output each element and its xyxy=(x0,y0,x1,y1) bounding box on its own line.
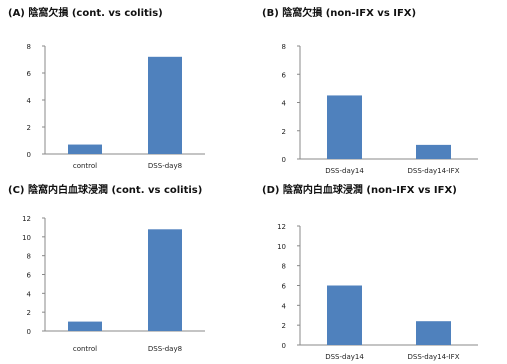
y-tick-label: 0 xyxy=(282,342,286,350)
bar xyxy=(327,95,362,159)
y-tick-label: 6 xyxy=(282,71,287,79)
chart-title: (C) 陰窩内白血球浸潤 (cont. vs colitis) xyxy=(8,185,203,196)
y-tick-label: 0 xyxy=(27,151,31,159)
bar xyxy=(68,144,102,154)
bar xyxy=(68,321,102,331)
chart-title: (B) 陰窩欠損 (non-IFX vs IFX) xyxy=(262,8,417,19)
y-tick-label: 4 xyxy=(27,97,32,105)
y-tick-label: 2 xyxy=(282,128,286,136)
chart-title: (A) 陰窩欠損 (cont. vs colitis) xyxy=(8,8,163,19)
x-tick-label: DSS-day14-IFX xyxy=(408,353,460,361)
y-tick-label: 2 xyxy=(27,309,31,317)
y-tick-label: 4 xyxy=(27,290,32,298)
y-tick-label: 12 xyxy=(277,223,286,231)
y-tick-label: 8 xyxy=(27,43,31,51)
y-tick-label: 0 xyxy=(282,156,286,164)
chart-title: (D) 陰窩内白血球浸潤 (non-IFX vs IFX) xyxy=(262,185,457,196)
x-tick-label: control xyxy=(73,345,97,353)
y-tick-label: 0 xyxy=(27,328,31,336)
bar xyxy=(327,285,362,345)
x-tick-label: DSS-day8 xyxy=(148,162,182,170)
y-tick-label: 2 xyxy=(27,124,31,132)
x-tick-label: control xyxy=(73,162,97,170)
bar xyxy=(416,144,451,159)
y-tick-label: 8 xyxy=(282,263,286,271)
y-tick-label: 4 xyxy=(282,302,287,310)
y-tick-label: 6 xyxy=(282,283,287,291)
y-tick-label: 12 xyxy=(22,215,31,223)
y-tick-label: 6 xyxy=(27,272,32,280)
y-tick-label: 8 xyxy=(27,253,31,261)
x-tick-label: DSS-day14 xyxy=(325,353,364,361)
x-tick-label: DSS-day8 xyxy=(148,345,182,353)
bar xyxy=(148,229,182,331)
bar xyxy=(416,321,451,345)
y-tick-label: 4 xyxy=(282,100,287,108)
x-tick-label: DSS-day14 xyxy=(325,167,364,175)
bar xyxy=(148,56,182,154)
y-tick-label: 8 xyxy=(282,43,286,51)
x-tick-label: DSS-day14-IFX xyxy=(408,167,460,175)
y-tick-label: 10 xyxy=(277,243,286,251)
y-tick-label: 2 xyxy=(282,322,286,330)
y-tick-label: 6 xyxy=(27,70,32,78)
y-tick-label: 10 xyxy=(22,234,31,242)
